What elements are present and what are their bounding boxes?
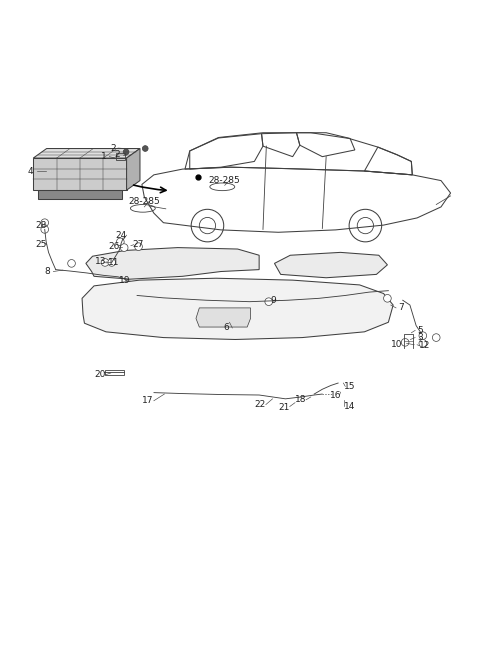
Circle shape [419,340,427,347]
Circle shape [143,146,148,152]
Text: 7: 7 [398,303,404,312]
Bar [38,190,122,199]
Bar [105,369,124,375]
Text: 17: 17 [142,396,154,405]
Polygon shape [82,278,393,340]
Text: 18: 18 [295,396,307,404]
Text: 2: 2 [110,144,116,153]
Text: 9: 9 [271,296,276,305]
Text: 1: 1 [101,152,107,161]
Text: 28-285: 28-285 [128,197,160,206]
Circle shape [384,295,391,302]
Circle shape [101,258,109,266]
Bar [116,154,125,159]
Text: 11: 11 [108,258,120,268]
Circle shape [68,260,75,267]
Circle shape [401,338,409,346]
Text: 8: 8 [45,267,50,276]
Text: 22: 22 [254,400,266,409]
Text: 4: 4 [28,167,34,176]
Text: 28-285: 28-285 [208,176,240,185]
Text: 3: 3 [418,333,423,342]
Polygon shape [275,253,387,277]
Text: 25: 25 [36,240,47,249]
Text: 27: 27 [132,240,144,249]
Circle shape [117,238,124,246]
Circle shape [123,149,129,155]
Circle shape [120,244,128,251]
Text: 26: 26 [108,242,120,251]
Text: 20: 20 [94,371,106,379]
Text: 2: 2 [114,150,120,159]
Text: 14: 14 [344,402,355,411]
Text: 13: 13 [95,257,107,266]
Polygon shape [33,158,127,190]
Polygon shape [196,308,251,327]
Circle shape [108,258,116,266]
Text: 10: 10 [391,340,402,349]
Circle shape [41,219,48,226]
Text: 5: 5 [418,326,423,335]
Text: 21: 21 [279,403,290,412]
Circle shape [135,243,143,251]
Text: 19: 19 [119,276,131,285]
Circle shape [419,332,427,340]
Text: 16: 16 [329,390,341,400]
Circle shape [265,298,273,306]
Polygon shape [86,247,259,279]
Text: 12: 12 [419,341,430,350]
Text: 28: 28 [36,221,47,230]
Polygon shape [127,148,140,190]
Text: 6: 6 [223,323,229,333]
Circle shape [432,334,440,341]
Circle shape [41,226,48,234]
Polygon shape [33,148,140,158]
Text: 24: 24 [116,231,127,239]
Text: 15: 15 [344,382,355,391]
